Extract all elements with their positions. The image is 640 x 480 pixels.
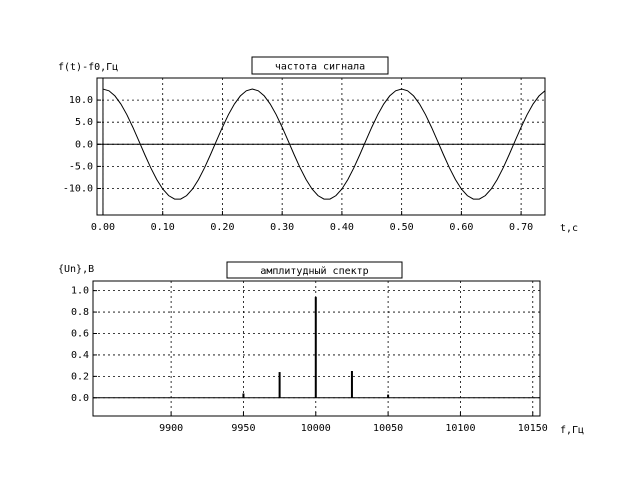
x-tick-label: 0.70 [509,222,533,233]
y-tick-label: 0.4 [71,350,89,361]
y-tick-label: -5.0 [69,161,93,172]
y-tick-label: 0.0 [71,393,89,404]
x-tick-label: 0.30 [270,222,294,233]
y-axis-label: f(t)-f0,Гц [58,62,118,73]
y-tick-label: 10.0 [69,95,93,106]
signal-line [102,88,546,200]
x-axis-label: f,Гц [560,425,584,436]
x-tick-label: 0.20 [210,222,234,233]
spectrum-line [387,394,390,398]
x-tick-label: 0.10 [151,222,175,233]
y-tick-label: 0.6 [71,329,89,340]
x-tick-label: 9950 [231,423,255,434]
x-tick-label: 10100 [445,423,475,434]
y-tick-label: 5.0 [75,117,93,128]
y-tick-label: 0.0 [75,139,93,150]
spectrum-line [242,393,245,398]
chart-title: амплитудный спектр [260,265,368,277]
x-tick-label: 10150 [518,423,548,434]
spectrum-line [278,372,281,398]
plot-frame [96,77,546,216]
title-box [226,261,403,279]
y-tick-label: -10.0 [63,183,93,194]
plot-frame [92,280,541,417]
x-tick-label: 10050 [373,423,403,434]
x-tick-label: 10000 [301,423,331,434]
y-tick-label: 1.0 [71,286,89,297]
x-tick-label: 0.40 [330,222,354,233]
y-tick-label: 0.8 [71,307,89,318]
x-tick-label: 0.50 [390,222,414,233]
title-box [251,56,389,75]
x-tick-label: 0.60 [449,222,473,233]
spectrum-line [314,297,317,398]
y-tick-label: 0.2 [71,371,89,382]
spectrum-line [350,371,353,398]
y-axis-label: {Un},B [58,264,94,275]
x-tick-label: 9900 [159,423,183,434]
chart-title: частота сигнала [275,62,365,73]
x-tick-label: 0.00 [91,222,115,233]
x-axis-label: t,c [560,223,578,234]
